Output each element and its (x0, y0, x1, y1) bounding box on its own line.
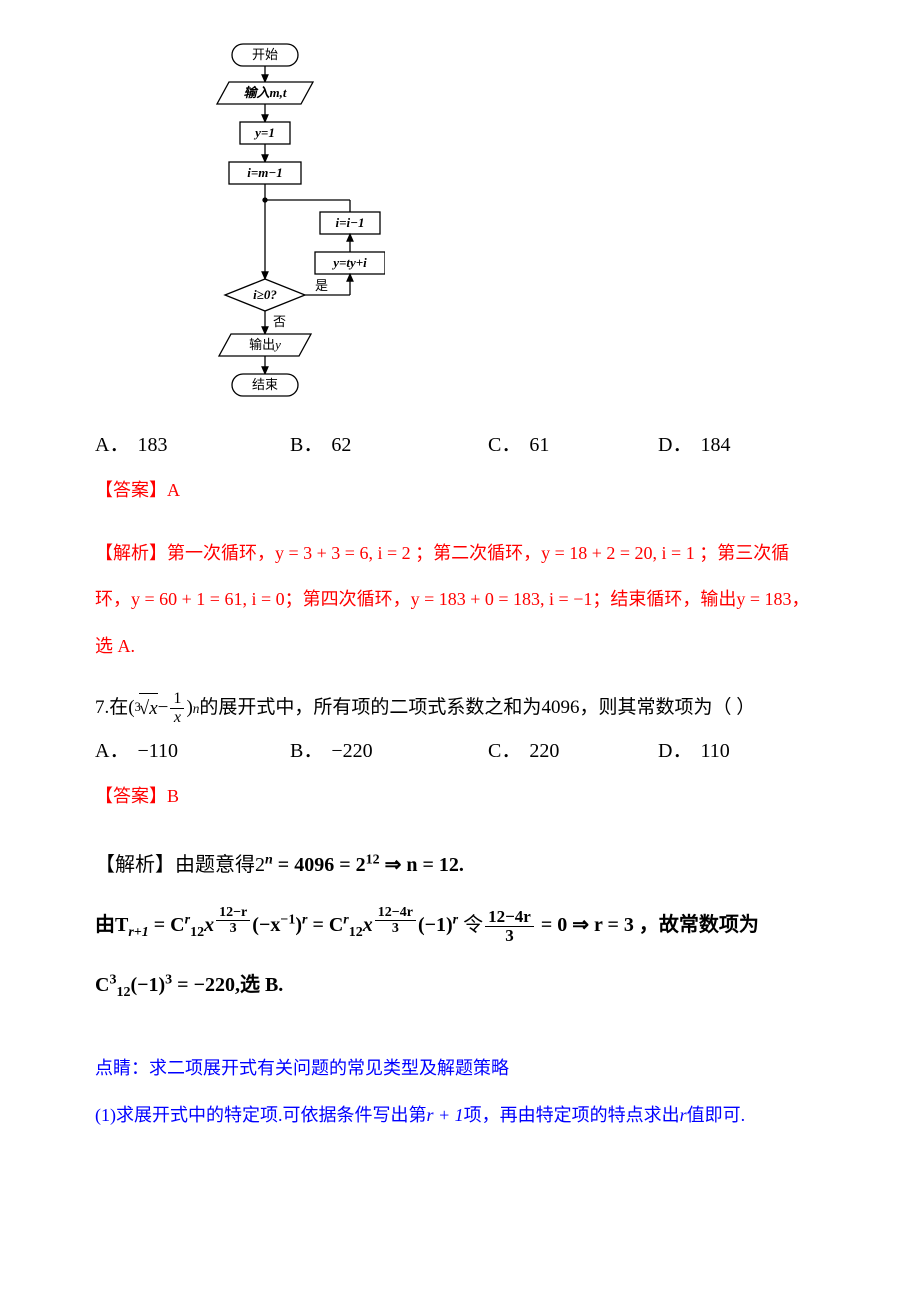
q7-mid: 的展开式中，所有项的二项式系数之和为 (199, 693, 541, 723)
choice-a: A． −110 (95, 735, 290, 767)
choice-c: C． 61 (488, 429, 658, 461)
svg-text:结束: 结束 (252, 377, 278, 392)
svg-text:开始: 开始 (252, 47, 278, 62)
choice-value: 110 (700, 735, 729, 767)
choice-value: 62 (331, 429, 351, 461)
answer-letter: B (167, 786, 179, 806)
q7-tail: ，则其常数项为（ ） (579, 693, 755, 723)
answer-7: 【答案】B (95, 782, 825, 811)
question-7: 7. 在 ( 3 √x − 1 x ) n 的展开式中，所有项的二项式系数之和为… (95, 690, 825, 727)
choice-label: D． (658, 735, 692, 767)
choice-label: A． (95, 429, 129, 461)
svg-text:i=i−1: i=i−1 (335, 215, 364, 230)
explain7-line3: C312(−1)3 = −220,选 B. (95, 955, 825, 1015)
choice-value: 184 (700, 429, 730, 461)
choice-label: C． (488, 735, 521, 767)
explain-prefix: 【解析】 (95, 543, 167, 563)
q7-num: 4096 (541, 693, 579, 723)
minus: − (158, 693, 169, 723)
choice-label: D． (658, 429, 692, 461)
choice-d: D． 184 (658, 429, 778, 461)
explain7-line2: 由Tr+1 = Cr12x12−r3(−x−1)r = Cr12x12−4r3(… (95, 895, 825, 955)
answer-letter: A (167, 480, 180, 500)
svg-text:输出y: 输出y (249, 337, 281, 352)
explain7-line1: 【解析】由题意得2n = 4096 = 212 ⇒ n = 12. (95, 835, 825, 895)
question-7-choices: A． −110 B． −220 C． 220 D． 110 (95, 735, 825, 767)
choice-label: A． (95, 735, 129, 767)
choice-value: 183 (137, 429, 167, 461)
q7-number: 7. (95, 693, 109, 723)
svg-text:y=ty+i: y=ty+i (331, 255, 367, 270)
explain-6: 【解析】第一次循环，y = 3 + 3 = 6, i = 2 ；第二次循环，y … (95, 530, 825, 670)
frac-bot: x (170, 709, 184, 727)
explain-7: 【解析】由题意得2n = 4096 = 212 ⇒ n = 12. 由Tr+1 … (95, 835, 825, 1015)
choice-value: 61 (529, 429, 549, 461)
choice-value: −220 (331, 735, 372, 767)
root-body: √x (139, 693, 158, 724)
choice-d: D． 110 (658, 735, 778, 767)
choice-value: −110 (137, 735, 178, 767)
choice-value: 220 (529, 735, 559, 767)
answer-6: 【答案】A (95, 476, 825, 505)
choice-label: B． (290, 429, 323, 461)
answer-prefix: 【答案】 (95, 480, 167, 500)
choice-label: C． (488, 429, 521, 461)
choice-a: A． 183 (95, 429, 290, 461)
note-section: 点睛：求二项展开式有关问题的常见类型及解题策略 (1)求展开式中的特定项.可依据… (95, 1045, 825, 1139)
q7-exp: n (193, 698, 200, 719)
svg-text:i≥0?: i≥0? (253, 287, 277, 302)
frac-top: 1 (170, 690, 184, 709)
note-line1: 点睛：求二项展开式有关问题的常见类型及解题策略 (95, 1045, 825, 1092)
svg-text:否: 否 (273, 314, 286, 329)
svg-text:i=m−1: i=m−1 (247, 165, 283, 180)
note-line2: (1)求展开式中的特定项.可依据条件写出第r + 1项，再由特定项的特点求出r值… (95, 1092, 825, 1139)
svg-text:y=1: y=1 (253, 125, 275, 140)
svg-text:是: 是 (315, 278, 328, 293)
explain-text: 第一次循环，y = 3 + 3 = 6, i = 2 ；第二次循环，y = 18… (95, 543, 810, 657)
answer-prefix: 【答案】 (95, 786, 167, 806)
choice-b: B． 62 (290, 429, 488, 461)
flowchart-diagram: 开始 输入m,t y=1 i=m−1 i=i−1 y=ty+i (155, 40, 825, 419)
choice-b: B． −220 (290, 735, 488, 767)
svg-text:输入m,t: 输入m,t (244, 85, 287, 100)
choice-label: B． (290, 735, 323, 767)
choice-c: C． 220 (488, 735, 658, 767)
question-6-choices: A． 183 B． 62 C． 61 D． 184 (95, 429, 825, 461)
q7-pre: 在 (109, 693, 128, 723)
